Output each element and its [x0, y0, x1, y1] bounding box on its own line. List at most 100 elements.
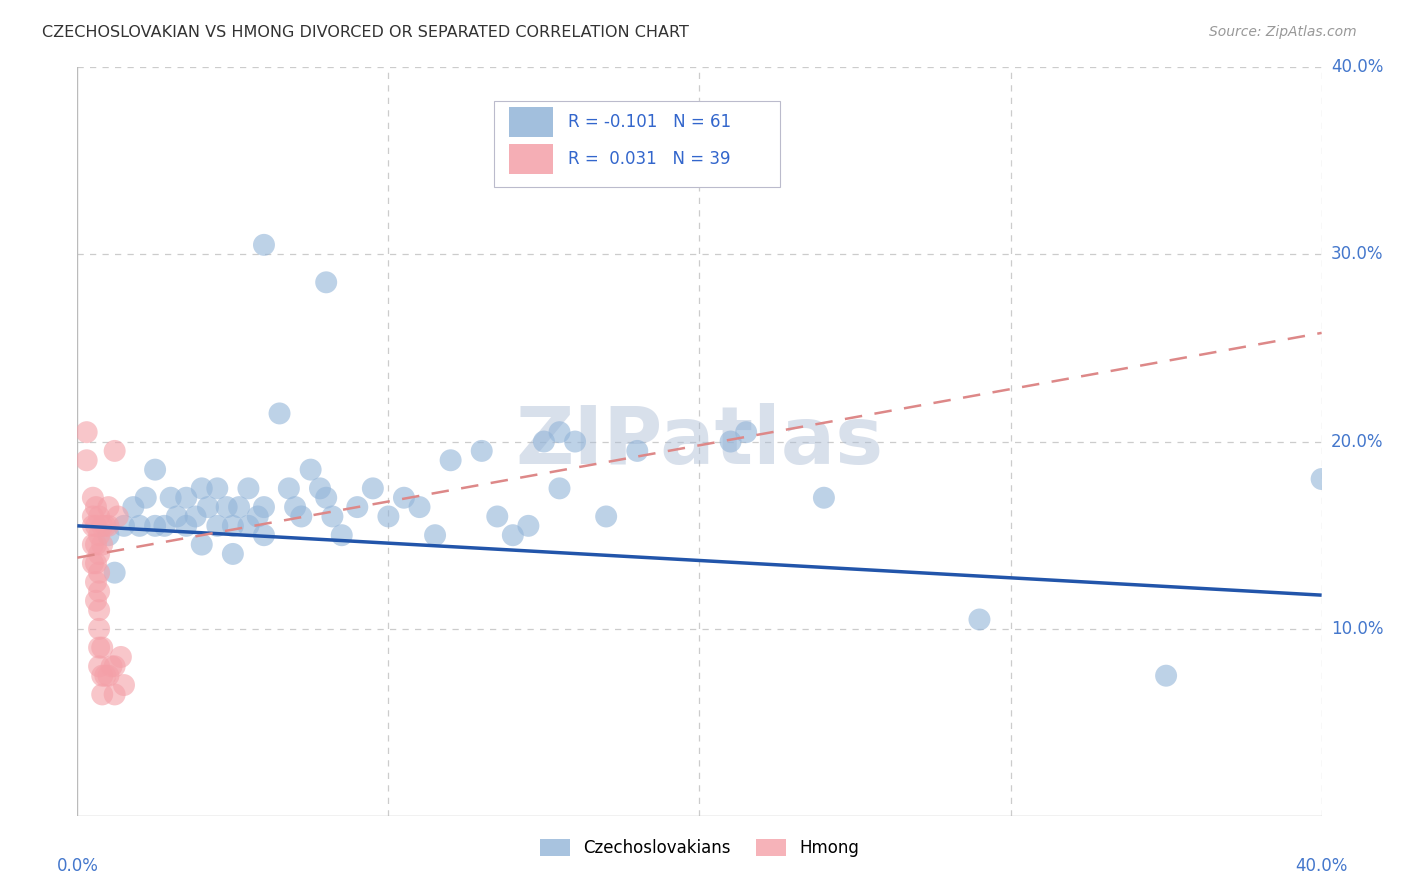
Text: Source: ZipAtlas.com: Source: ZipAtlas.com — [1209, 25, 1357, 39]
Text: 40.0%: 40.0% — [1331, 58, 1384, 76]
Point — [84, 594, 107, 608]
Point — [174, 491, 197, 505]
Point — [238, 482, 260, 496]
Point — [330, 528, 353, 542]
Point — [91, 537, 114, 551]
Point — [107, 509, 129, 524]
Text: CZECHOSLOVAKIAN VS HMONG DIVORCED OR SEPARATED CORRELATION CHART: CZECHOSLOVAKIAN VS HMONG DIVORCED OR SEP… — [42, 25, 689, 40]
Text: R = -0.101   N = 61: R = -0.101 N = 61 — [568, 112, 731, 130]
Point — [166, 509, 188, 524]
Point — [97, 669, 120, 683]
Point — [533, 434, 555, 449]
Point — [94, 518, 117, 533]
Point — [408, 500, 430, 514]
Point — [91, 669, 114, 683]
Point — [277, 482, 299, 496]
Point — [104, 443, 127, 458]
Point — [361, 482, 384, 496]
Point — [346, 500, 368, 514]
Point — [97, 500, 120, 514]
Point — [423, 528, 446, 542]
Point — [84, 574, 107, 589]
Point — [82, 509, 104, 524]
Point — [486, 509, 509, 524]
Point — [94, 669, 117, 683]
Point — [548, 482, 571, 496]
Point — [253, 238, 276, 252]
Point — [87, 509, 110, 524]
FancyBboxPatch shape — [494, 101, 780, 186]
Point — [122, 500, 145, 514]
Point — [112, 518, 135, 533]
Point — [174, 518, 197, 533]
Point — [184, 509, 207, 524]
Point — [153, 518, 176, 533]
Point — [91, 518, 114, 533]
Point — [97, 528, 120, 542]
Point — [284, 500, 307, 514]
Text: ZIPatlas: ZIPatlas — [516, 402, 883, 481]
Text: 10.0%: 10.0% — [1331, 620, 1384, 638]
Point — [87, 603, 110, 617]
Point — [564, 434, 586, 449]
Point — [97, 518, 120, 533]
Point — [112, 678, 135, 692]
Point — [1154, 669, 1177, 683]
Point — [517, 518, 540, 533]
Text: 20.0%: 20.0% — [1331, 433, 1384, 450]
Point — [207, 518, 229, 533]
Point — [377, 509, 399, 524]
Text: 0.0%: 0.0% — [56, 857, 98, 875]
Point — [104, 659, 127, 673]
Point — [222, 547, 245, 561]
Point — [238, 518, 260, 533]
Point — [228, 500, 250, 514]
Point — [104, 687, 127, 701]
Point — [299, 462, 322, 476]
Point — [197, 500, 219, 514]
Point — [392, 491, 415, 505]
Point — [439, 453, 461, 467]
Point — [269, 407, 291, 421]
Point — [1310, 472, 1333, 486]
Point — [87, 528, 110, 542]
Point — [84, 557, 107, 571]
Point — [82, 557, 104, 571]
Point — [190, 482, 214, 496]
Point — [128, 518, 150, 533]
Point — [969, 613, 991, 627]
Point — [315, 491, 337, 505]
Point — [253, 500, 276, 514]
Point — [82, 518, 104, 533]
Point — [76, 425, 98, 439]
Text: 30.0%: 30.0% — [1331, 245, 1384, 263]
Point — [82, 537, 104, 551]
Point — [87, 622, 110, 636]
Point — [84, 537, 107, 551]
Point — [87, 547, 110, 561]
Point — [91, 687, 114, 701]
Point — [143, 462, 166, 476]
Point — [190, 537, 214, 551]
Point — [143, 518, 166, 533]
Point — [87, 584, 110, 599]
Point — [135, 491, 157, 505]
Point — [91, 640, 114, 655]
Point — [82, 491, 104, 505]
Point — [290, 509, 312, 524]
Point — [76, 453, 98, 467]
Point — [215, 500, 238, 514]
Point — [253, 528, 276, 542]
Text: 40.0%: 40.0% — [1295, 857, 1348, 875]
Point — [321, 509, 343, 524]
Point — [87, 566, 110, 580]
Point — [471, 443, 494, 458]
Point — [626, 443, 648, 458]
Bar — [509, 107, 553, 136]
Bar — [509, 145, 553, 174]
Point — [309, 482, 332, 496]
Point — [110, 649, 132, 664]
Point — [735, 425, 758, 439]
Text: R =  0.031   N = 39: R = 0.031 N = 39 — [568, 150, 730, 168]
Point — [813, 491, 835, 505]
